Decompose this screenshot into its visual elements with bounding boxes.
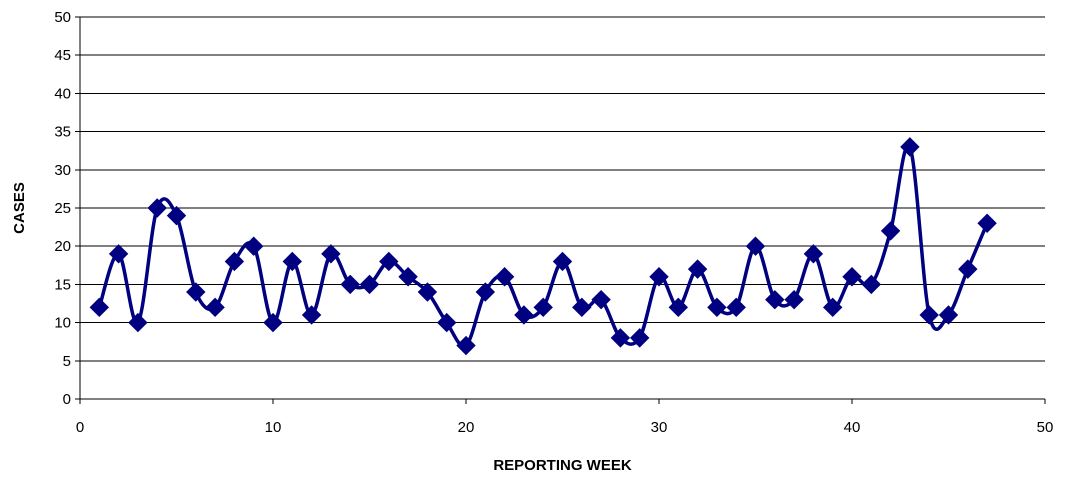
data-point-marker <box>745 236 766 256</box>
data-point-marker <box>494 267 515 287</box>
data-point-marker <box>475 282 496 302</box>
data-point-marker <box>514 305 534 325</box>
data-point-marker <box>707 297 727 318</box>
data-point-marker <box>321 244 341 264</box>
x-tick-label: 50 <box>1037 419 1054 436</box>
y-tick-label: 40 <box>54 85 71 102</box>
data-point-marker <box>668 297 689 318</box>
y-tick-label: 20 <box>54 238 71 255</box>
x-tick-label: 10 <box>265 419 282 436</box>
y-tick-label: 10 <box>54 315 71 332</box>
y-axis-title: CASES <box>11 182 28 234</box>
data-point-marker <box>880 221 901 241</box>
data-point-marker <box>436 312 457 333</box>
data-point-marker <box>398 267 418 287</box>
data-point-marker <box>282 251 303 272</box>
y-tick-label: 45 <box>54 47 71 64</box>
data-point-marker <box>958 259 978 279</box>
data-point-marker <box>224 251 245 272</box>
data-point-marker <box>977 213 997 233</box>
x-axis-ticks: 0 10 20 30 40 50 <box>76 399 1054 436</box>
data-point-marker <box>861 274 882 295</box>
data-point-marker <box>359 274 380 295</box>
data-point-marker <box>629 328 650 348</box>
y-axis-ticks: 0 5 10 15 20 25 30 35 40 45 50 <box>54 9 80 408</box>
data-point-marker <box>108 244 129 264</box>
data-point-marker <box>166 205 187 226</box>
data-point-marker <box>784 289 804 310</box>
data-point-marker <box>687 259 708 279</box>
data-point-marker <box>147 198 167 218</box>
y-tick-label: 15 <box>54 276 71 293</box>
data-point-marker <box>900 137 920 157</box>
data-point-marker <box>128 312 148 333</box>
y-tick-label: 5 <box>63 353 71 370</box>
data-point-marker <box>919 305 939 325</box>
y-tick-label: 25 <box>54 200 71 217</box>
y-tick-label: 35 <box>54 124 71 141</box>
y-tick-label: 0 <box>63 391 71 408</box>
grid-lines <box>80 16 1045 362</box>
data-point-marker <box>649 267 669 287</box>
data-point-marker <box>89 297 110 318</box>
x-axis-title: REPORTING WEEK <box>493 457 632 474</box>
data-point-marker <box>822 297 843 318</box>
data-point-marker <box>243 236 264 256</box>
data-point-marker <box>379 251 399 272</box>
data-point-marker <box>263 312 283 333</box>
y-tick-label: 50 <box>54 9 71 26</box>
data-point-marker <box>842 267 862 287</box>
data-point-marker <box>186 282 206 302</box>
data-point-marker <box>533 297 553 318</box>
x-tick-label: 20 <box>458 419 475 436</box>
series-cases <box>89 137 997 356</box>
data-point-marker <box>301 305 322 325</box>
data-point-marker <box>610 328 631 348</box>
data-point-marker <box>765 289 785 310</box>
data-point-marker <box>591 289 611 310</box>
data-point-marker <box>205 297 225 318</box>
data-point-marker <box>938 305 959 325</box>
x-tick-label: 30 <box>651 419 668 436</box>
data-point-marker <box>552 251 573 272</box>
y-tick-label: 30 <box>54 162 71 179</box>
data-point-marker <box>340 274 360 295</box>
x-tick-label: 0 <box>76 419 84 436</box>
data-point-marker <box>726 297 746 318</box>
x-tick-label: 40 <box>844 419 861 436</box>
data-point-marker <box>456 335 476 356</box>
data-point-marker <box>572 297 592 318</box>
data-point-marker <box>417 282 438 302</box>
data-point-marker <box>803 244 824 264</box>
